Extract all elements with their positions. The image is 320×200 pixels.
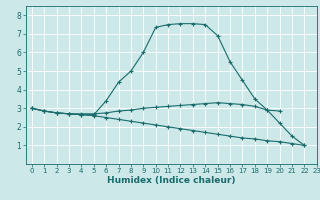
X-axis label: Humidex (Indice chaleur): Humidex (Indice chaleur): [107, 176, 236, 185]
